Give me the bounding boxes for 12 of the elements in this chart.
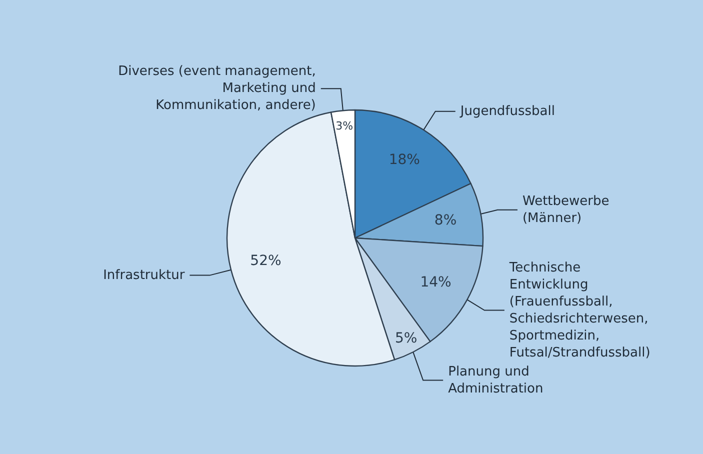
slice-label: Infrastruktur [103, 268, 186, 283]
data-label: 52% [250, 252, 282, 269]
data-label: 14% [420, 274, 452, 290]
data-label: 3% [336, 119, 354, 132]
slice-label: Technische Entwicklung (Frauenfussball, Schiedsrichterwesen, Sportmedizin, Futsal/Strandfussball) [508, 260, 650, 360]
data-label: 18% [388, 152, 420, 168]
data-label: 8% [434, 212, 457, 229]
slice-label: Planung und Administration [448, 364, 544, 396]
slice-label: Diverses (event management, Marketing und Kommunikation, andere) [118, 64, 316, 114]
data-label: 5% [395, 330, 418, 346]
slice-label: Jugendfussball [459, 104, 555, 119]
slice-label: Wettbewerbe (Männer) [522, 194, 610, 226]
